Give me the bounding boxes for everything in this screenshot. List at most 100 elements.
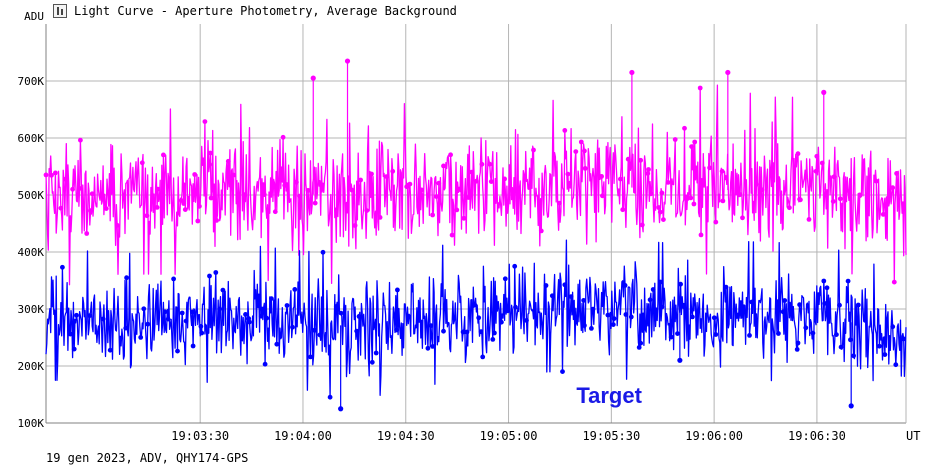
data-point bbox=[469, 169, 475, 175]
data-point bbox=[441, 328, 446, 334]
data-point bbox=[261, 192, 267, 198]
data-point bbox=[358, 177, 363, 183]
data-point bbox=[272, 209, 278, 215]
data-point bbox=[891, 279, 897, 285]
y-tick-label: 200K bbox=[18, 360, 45, 373]
data-point bbox=[821, 278, 827, 284]
data-point bbox=[294, 179, 299, 185]
data-point bbox=[689, 144, 694, 150]
data-point bbox=[582, 323, 587, 328]
series-magenta bbox=[43, 58, 907, 286]
data-point bbox=[71, 346, 77, 352]
data-point bbox=[754, 181, 759, 187]
data-point bbox=[144, 213, 150, 219]
data-point bbox=[100, 316, 106, 322]
data-point bbox=[611, 316, 617, 321]
data-point bbox=[390, 168, 396, 174]
data-point bbox=[441, 163, 446, 169]
data-point bbox=[782, 298, 788, 303]
data-point bbox=[436, 180, 442, 186]
data-point bbox=[578, 139, 584, 145]
data-point bbox=[476, 315, 482, 321]
data-point bbox=[499, 319, 504, 325]
data-point bbox=[713, 219, 719, 225]
data-point bbox=[794, 347, 800, 352]
data-point bbox=[638, 340, 644, 346]
data-point bbox=[478, 329, 484, 335]
data-point bbox=[837, 302, 842, 308]
data-point bbox=[665, 180, 671, 185]
data-point bbox=[720, 198, 726, 204]
data-point bbox=[161, 152, 166, 158]
data-point bbox=[738, 300, 744, 306]
data-point bbox=[502, 176, 507, 182]
data-point bbox=[430, 212, 435, 218]
data-point bbox=[672, 137, 678, 142]
data-point bbox=[89, 191, 95, 197]
data-point bbox=[190, 343, 196, 349]
data-point bbox=[305, 188, 311, 193]
data-point bbox=[661, 217, 666, 223]
data-point bbox=[154, 205, 160, 210]
y-tick-label: 100K bbox=[18, 417, 45, 430]
data-point bbox=[292, 287, 298, 292]
data-point bbox=[320, 249, 326, 255]
data-point bbox=[454, 207, 460, 213]
data-point bbox=[618, 176, 623, 182]
data-point bbox=[565, 171, 571, 177]
data-point bbox=[87, 313, 93, 318]
data-point bbox=[656, 205, 662, 210]
data-point bbox=[803, 325, 809, 331]
data-point bbox=[688, 195, 694, 201]
data-point bbox=[838, 344, 844, 350]
data-point bbox=[58, 205, 64, 211]
data-point bbox=[636, 345, 642, 350]
data-point bbox=[692, 139, 698, 145]
data-point bbox=[723, 284, 729, 290]
spike-point bbox=[725, 69, 731, 76]
target-annotation: Target bbox=[576, 383, 642, 408]
data-point bbox=[645, 171, 651, 176]
data-point bbox=[114, 222, 120, 228]
data-point bbox=[434, 194, 439, 199]
data-point bbox=[893, 362, 899, 368]
data-point bbox=[155, 186, 161, 192]
data-point bbox=[707, 165, 712, 171]
plot-area bbox=[46, 24, 906, 423]
data-point bbox=[179, 310, 185, 316]
spike-point bbox=[310, 75, 316, 81]
data-point bbox=[683, 194, 689, 200]
y-tick-label: 600K bbox=[18, 132, 45, 145]
data-point bbox=[165, 316, 171, 322]
data-point bbox=[264, 315, 270, 321]
data-point bbox=[877, 343, 882, 349]
data-point bbox=[638, 157, 644, 163]
data-point bbox=[448, 152, 453, 158]
data-point bbox=[711, 315, 717, 321]
data-point bbox=[502, 276, 508, 282]
data-point bbox=[88, 208, 93, 214]
data-point bbox=[657, 209, 663, 215]
data-point bbox=[199, 330, 205, 336]
data-point bbox=[668, 334, 674, 340]
data-point bbox=[851, 353, 856, 359]
data-point bbox=[890, 185, 896, 191]
data-point bbox=[327, 394, 333, 400]
data-point bbox=[107, 347, 113, 353]
data-point bbox=[243, 312, 248, 317]
data-point bbox=[691, 201, 697, 207]
data-point bbox=[162, 309, 168, 315]
data-point bbox=[797, 302, 802, 308]
data-point bbox=[231, 172, 237, 178]
data-point bbox=[894, 171, 899, 176]
data-point bbox=[806, 217, 812, 222]
data-point bbox=[740, 215, 745, 221]
data-point bbox=[605, 312, 611, 318]
data-point bbox=[138, 335, 144, 340]
data-point bbox=[568, 294, 574, 299]
data-point bbox=[857, 192, 863, 198]
tick-labels: 100K 200K 300K 400K 500K 600K 700K 19:03:30 19:0… bbox=[18, 10, 921, 443]
data-point bbox=[590, 306, 596, 312]
data-point bbox=[890, 324, 896, 330]
